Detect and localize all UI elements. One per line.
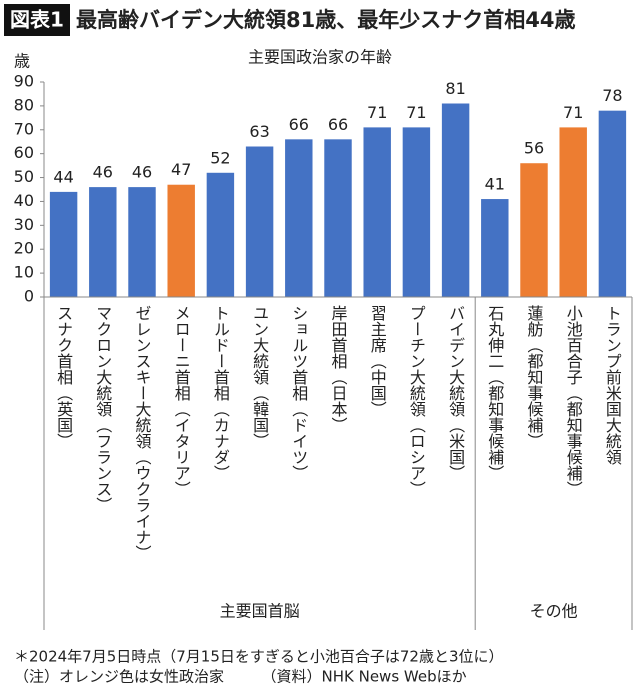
y-tick-label: 30 [14, 215, 34, 234]
bar [598, 110, 627, 298]
note: （注）オレンジ色は女性政治家 （資料）NHK News Webほか [14, 668, 467, 686]
bar [49, 191, 78, 297]
value-label: 56 [524, 139, 544, 158]
value-label: 46 [93, 163, 113, 182]
bar [206, 172, 235, 297]
value-label: 71 [367, 103, 387, 122]
bar [559, 127, 587, 297]
value-label: 66 [289, 115, 309, 134]
x-tick-label: スナク首相（英国） [54, 305, 73, 449]
value-label: 66 [328, 115, 348, 134]
value-label: 44 [53, 167, 73, 186]
note: ＊2024年7月5日時点（7月15日をすぎると小池百合子は72歳と3位に） [14, 648, 504, 666]
group-label: 主要国首脳 [220, 602, 300, 621]
x-tick-label: メローニ首相（イタリア） [172, 305, 191, 497]
bar [245, 146, 274, 297]
value-label: 46 [132, 163, 152, 182]
y-tick-label: 70 [14, 119, 34, 138]
chart-title: 最高齢バイデン大統領81歳、最年少スナク首相44歳 [76, 8, 575, 32]
x-tick-label: ゼレンスキー大統領（ウクライナ） [133, 305, 152, 561]
bar [285, 139, 313, 297]
x-tick-label: マクロン大統領（フランス） [93, 305, 112, 513]
group-label: その他 [530, 602, 578, 621]
figure-label-box [4, 4, 70, 36]
y-tick-label: 50 [14, 167, 34, 186]
chart-subtitle: 主要国政治家の年齢 [248, 48, 392, 67]
bar [128, 187, 156, 297]
value-label: 52 [210, 148, 230, 167]
y-tick-label: 90 [14, 72, 34, 91]
x-tick-label: 岸田首相（日本） [329, 305, 348, 433]
x-tick-label: 小池百合子（都知事候補） [564, 305, 583, 497]
y-tick-label: 10 [14, 263, 34, 282]
bar [481, 199, 509, 297]
bar [441, 103, 470, 297]
x-tick-label: ショルツ首相（ドイツ） [289, 305, 308, 481]
x-tick-label: 蓮舫（都知事候補） [525, 305, 544, 449]
x-tick-label: ユン大統領（韓国） [250, 305, 269, 449]
bar [89, 187, 117, 297]
bar [363, 127, 391, 297]
y-tick-label: 0 [24, 287, 34, 306]
x-tick-label: トルドー首相（カナダ） [211, 305, 230, 481]
y-tick-label: 40 [14, 191, 34, 210]
x-tick-label: 習主席（中国） [368, 305, 387, 417]
y-axis-label: 歳 [14, 52, 30, 71]
value-label: 81 [445, 79, 465, 98]
value-label: 63 [249, 122, 269, 141]
y-tick-label: 20 [14, 239, 34, 258]
x-tick-label: バイデン大統領（米国） [446, 305, 465, 481]
bar [167, 184, 195, 297]
value-label: 71 [406, 103, 426, 122]
value-label: 71 [563, 103, 583, 122]
value-label: 41 [485, 175, 505, 194]
value-label: 78 [602, 86, 622, 105]
bar [520, 163, 548, 297]
x-tick-label: プーチン大統領（ロシア） [407, 305, 426, 497]
figure-label: 図表1 [10, 8, 64, 32]
bar [324, 139, 352, 297]
bar [402, 127, 431, 297]
x-tick-label: トランプ前米国大統領 [603, 305, 622, 465]
value-label: 47 [171, 160, 191, 179]
x-tick-label: 石丸伸二（都知事候補） [485, 305, 504, 481]
y-tick-label: 60 [14, 143, 34, 162]
y-tick-label: 80 [14, 95, 34, 114]
